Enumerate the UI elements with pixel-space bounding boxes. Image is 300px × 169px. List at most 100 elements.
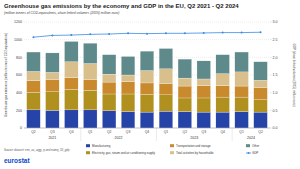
bar-segment bbox=[121, 75, 135, 82]
legend-swatch bbox=[246, 144, 250, 147]
bar-segment bbox=[27, 92, 41, 110]
bar-segment bbox=[83, 90, 97, 109]
y-tick-label: 600 bbox=[16, 73, 22, 77]
y2-tick-label: 2.5 bbox=[273, 38, 278, 42]
y2-tick bbox=[270, 92, 272, 93]
bar-segment bbox=[140, 71, 154, 83]
legend-label: Electricity, gas, steam and air conditio… bbox=[92, 151, 155, 155]
bar-segment bbox=[140, 112, 154, 128]
bar-segment bbox=[178, 59, 192, 78]
bar-segment bbox=[46, 92, 60, 111]
bar-segment bbox=[254, 80, 268, 88]
bar-segment bbox=[254, 100, 268, 112]
line-marker bbox=[203, 32, 205, 34]
source: Source dataset: env_ac_aigg_q and namq_1… bbox=[4, 148, 70, 152]
y2-tick bbox=[270, 75, 272, 76]
bar-segment bbox=[83, 79, 97, 90]
y2-tick bbox=[270, 39, 272, 40]
bar-segment bbox=[235, 72, 249, 86]
bar-segment bbox=[216, 97, 230, 112]
bar-segment bbox=[159, 111, 173, 128]
x-tick-label: Q2 bbox=[107, 130, 112, 134]
bar-segment bbox=[64, 110, 78, 128]
bar-segment bbox=[121, 112, 135, 128]
bar-segment bbox=[64, 78, 78, 90]
legend-label: Total activities by households bbox=[176, 151, 214, 155]
bar-segment bbox=[197, 79, 211, 86]
marks bbox=[27, 31, 268, 128]
x-tick-label: Q4 bbox=[220, 130, 225, 134]
x-group-label: 2022 bbox=[115, 136, 123, 140]
y2-tick-label: 0.0 bbox=[273, 126, 278, 130]
bar-segment bbox=[64, 41, 78, 61]
line-marker bbox=[184, 32, 186, 34]
bar-segment bbox=[254, 88, 268, 100]
bar-segment bbox=[27, 110, 41, 128]
line-marker bbox=[146, 33, 148, 35]
x-group-label: 2024 bbox=[247, 136, 255, 140]
x-group-label: 2021 bbox=[48, 136, 56, 140]
x-tick-label: Q3 bbox=[126, 130, 131, 134]
bar-segment bbox=[83, 64, 97, 80]
bar-segment bbox=[235, 52, 249, 72]
group-separator bbox=[80, 128, 81, 141]
background bbox=[0, 0, 300, 169]
bar-segment bbox=[121, 94, 135, 112]
title: Greenhouse gas emissions by the economy … bbox=[4, 3, 239, 9]
bar-segment bbox=[254, 112, 268, 128]
bar-segment bbox=[235, 86, 249, 97]
line-marker bbox=[222, 32, 224, 34]
bar-segment bbox=[216, 86, 230, 97]
y2-tick bbox=[270, 57, 272, 58]
x-tick-label: Q1 bbox=[239, 130, 244, 134]
x-tick-label: Q4 bbox=[145, 130, 150, 134]
legend-swatch bbox=[248, 152, 250, 154]
y-axis-title: Greenhouse gas emissions (million tonnes… bbox=[4, 33, 8, 117]
legend-label: Transportation and storage bbox=[176, 144, 211, 148]
bar-segment bbox=[64, 90, 78, 110]
chart: Greenhouse gas emissions by the economy … bbox=[0, 0, 300, 169]
bar-segment bbox=[102, 74, 116, 82]
legend-swatch bbox=[246, 153, 251, 154]
bar-segment bbox=[235, 112, 249, 128]
bar-segment bbox=[178, 86, 192, 98]
bar-segment bbox=[102, 82, 116, 94]
bar-segment bbox=[27, 71, 41, 80]
bar-segment bbox=[121, 56, 135, 75]
legend-label: GDP bbox=[252, 151, 258, 155]
y2-tick bbox=[270, 22, 272, 23]
y-tick-label: 800 bbox=[16, 56, 22, 60]
bar-segment bbox=[46, 110, 60, 128]
bar-segment bbox=[83, 43, 97, 63]
bar-segment bbox=[216, 112, 230, 128]
bar-segment bbox=[140, 94, 154, 112]
y-tick-label: 400 bbox=[16, 91, 22, 95]
line-marker bbox=[260, 31, 262, 33]
y2-axis-title: GDP (chain linked volumes (2015) million… bbox=[292, 44, 296, 107]
logo: eurostat bbox=[4, 157, 30, 164]
bar-segment bbox=[64, 62, 78, 78]
x-tick-label: Q2 bbox=[31, 130, 36, 134]
y2-tick bbox=[270, 128, 272, 129]
y2-tick-label: 0.5 bbox=[273, 109, 278, 113]
y-tick-label: 1000 bbox=[14, 38, 22, 42]
bar-segment bbox=[159, 95, 173, 111]
grid-line bbox=[24, 22, 270, 23]
bar-segment bbox=[159, 69, 173, 84]
x-tick-label: Q1 bbox=[88, 130, 93, 134]
x-tick-label: Q4 bbox=[69, 130, 74, 134]
y-tick-label: 1200 bbox=[14, 20, 22, 24]
line-marker bbox=[127, 32, 129, 34]
x-tick-label: Q2 bbox=[258, 130, 263, 134]
y2-tick bbox=[270, 110, 272, 111]
legend-label: Manufacturing bbox=[92, 144, 111, 148]
y2-tick-label: 2.0 bbox=[273, 56, 278, 60]
bar-segment bbox=[254, 62, 268, 81]
line-marker bbox=[241, 32, 243, 34]
line bbox=[33, 32, 260, 37]
line-marker bbox=[51, 34, 53, 36]
bar-segment bbox=[197, 112, 211, 128]
bar-segment bbox=[102, 94, 116, 111]
y-tick-label: 0 bbox=[20, 126, 22, 130]
group-separator bbox=[156, 128, 157, 141]
